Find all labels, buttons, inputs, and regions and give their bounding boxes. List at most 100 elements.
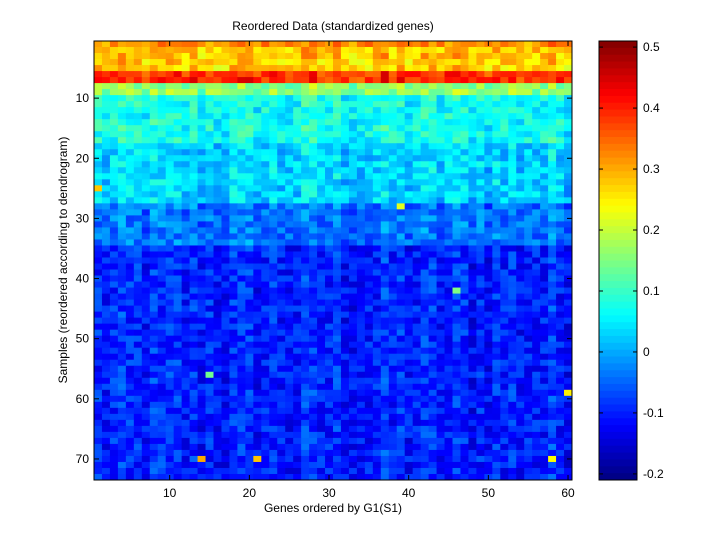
heatmap-cell (293, 95, 302, 102)
heatmap-cell (133, 461, 143, 469)
colorbar-segment (599, 466, 637, 474)
heatmap-cell (396, 59, 406, 66)
heatmap-cell (157, 359, 167, 367)
heatmap-cell (372, 287, 382, 294)
heatmap-cell (396, 101, 406, 108)
heatmap-cell (269, 59, 278, 66)
heatmap-cell (532, 377, 541, 385)
heatmap-cell (277, 89, 286, 96)
heatmap-cell (165, 365, 175, 373)
heatmap-cell (516, 95, 525, 102)
heatmap-cell (181, 191, 190, 198)
heatmap-cell (285, 329, 294, 337)
heatmap-cell (117, 185, 127, 192)
heatmap-cell (157, 407, 167, 415)
heatmap-cell (428, 209, 437, 216)
heatmap-cell (197, 269, 206, 276)
heatmap-cell (309, 413, 318, 421)
heatmap-cell (356, 65, 366, 72)
heatmap-cell (285, 305, 294, 313)
heatmap-cell (173, 197, 183, 204)
heatmap-cell (117, 353, 127, 361)
heatmap-cell (205, 41, 214, 48)
heatmap-cell (277, 359, 286, 367)
heatmap-cell (372, 299, 382, 306)
heatmap-cell (117, 227, 127, 234)
heatmap-cell (380, 359, 390, 367)
heatmap-cell (117, 65, 127, 72)
heatmap-cell (181, 407, 190, 415)
heatmap-cell (348, 437, 358, 445)
heatmap-cell (197, 389, 206, 397)
heatmap-cell (205, 419, 214, 427)
heatmap-cell (436, 137, 445, 144)
heatmap-cell (468, 107, 477, 114)
heatmap-cell (229, 131, 238, 138)
heatmap-cell (548, 101, 557, 108)
heatmap-cell (372, 197, 382, 204)
heatmap-cell (388, 119, 398, 126)
heatmap-cell (364, 467, 374, 475)
heatmap-cell (348, 455, 358, 463)
heatmap-cell (133, 305, 143, 313)
heatmap-cell (221, 335, 230, 343)
heatmap-cell (364, 389, 374, 397)
heatmap-cell (133, 341, 143, 349)
heatmap-cell (237, 275, 246, 282)
colorbar-segment (599, 342, 637, 351)
heatmap-cell (133, 287, 143, 294)
heatmap-cell (556, 101, 565, 108)
heatmap-cell (109, 65, 119, 72)
heatmap-cell (484, 467, 493, 475)
heatmap-cell (277, 407, 286, 415)
heatmap-cell (484, 173, 493, 180)
heatmap-cell (364, 215, 374, 222)
heatmap-cell (476, 281, 485, 288)
heatmap-cell (364, 83, 374, 90)
heatmap-cell (293, 227, 302, 234)
heatmap-cell (420, 347, 429, 355)
heatmap-cell (245, 449, 254, 457)
heatmap-cell (133, 419, 143, 427)
heatmap-cell (444, 149, 453, 156)
heatmap-cell (213, 197, 222, 204)
heatmap-cell (388, 71, 398, 78)
heatmap-cell (540, 347, 549, 355)
heatmap-cell (412, 461, 422, 469)
heatmap-cell (141, 425, 151, 433)
heatmap-cell (428, 245, 437, 252)
heatmap-cell (492, 131, 501, 138)
heatmap-cell (165, 77, 175, 84)
heatmap-cell (173, 125, 183, 132)
heatmap-cell (261, 215, 270, 222)
heatmap-cell (181, 455, 190, 463)
heatmap-cell (484, 293, 493, 300)
heatmap-cell (309, 317, 318, 325)
heatmap-cell (109, 383, 119, 391)
heatmap-cell (333, 371, 342, 379)
heatmap-cell (133, 221, 143, 228)
heatmap-cell (325, 395, 334, 403)
heatmap-cell (285, 113, 294, 120)
heatmap-cell (141, 53, 151, 60)
heatmap-cell (476, 413, 485, 421)
colorbar-segment (599, 274, 637, 282)
heatmap-cell (380, 425, 390, 433)
heatmap-cell (428, 167, 437, 174)
heatmap-cell (94, 107, 103, 114)
heatmap-cell (157, 227, 167, 234)
heatmap-cell (388, 293, 398, 300)
heatmap-cell (325, 425, 334, 433)
heatmap-cell (285, 173, 294, 180)
heatmap-cell (309, 131, 318, 138)
heatmap-cell (253, 395, 262, 403)
heatmap-cell (149, 461, 159, 469)
heatmap-cell (269, 83, 278, 90)
heatmap-cell (181, 347, 190, 355)
heatmap-cell (532, 437, 541, 445)
heatmap-cell (476, 311, 485, 319)
heatmap-cell (189, 119, 198, 126)
heatmap-cell (548, 473, 557, 481)
heatmap-cell (428, 107, 437, 114)
heatmap-cell (380, 179, 390, 186)
